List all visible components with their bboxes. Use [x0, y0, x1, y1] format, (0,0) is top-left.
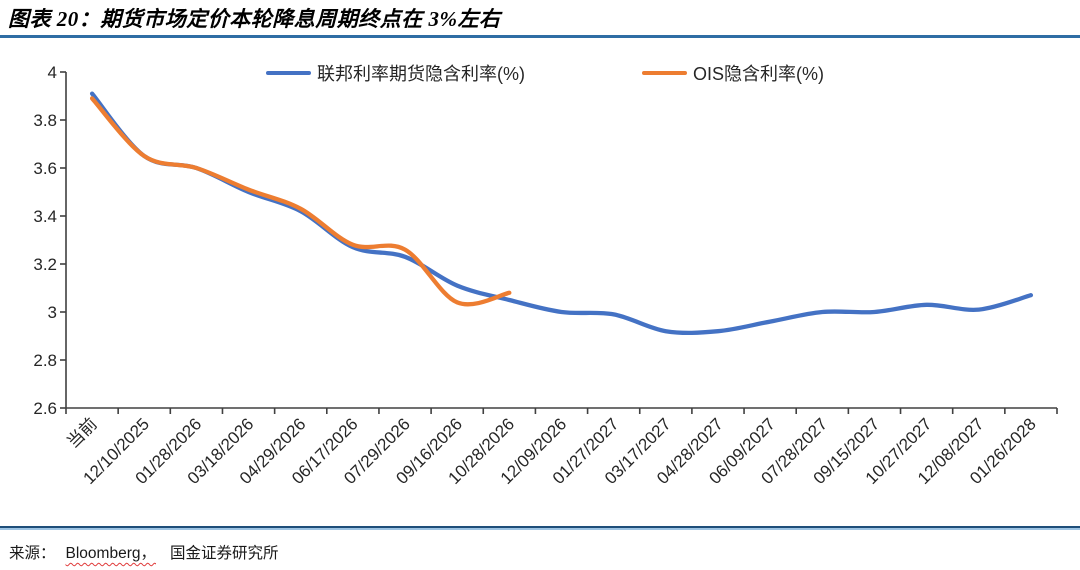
y-tick-label: 3.6: [33, 159, 57, 178]
y-tick-label: 3.2: [33, 255, 57, 274]
y-tick-label: 2.6: [33, 399, 57, 418]
source-note: 来源： Bloomberg， 国金证券研究所: [9, 541, 279, 563]
y-tick-label: 3: [48, 303, 57, 322]
y-tick-label: 2.8: [33, 351, 57, 370]
y-tick-label: 4: [48, 63, 57, 82]
figure-title: 图表 20：期货市场定价本轮降息周期终点在 3%左右: [8, 7, 501, 31]
figure-header: 图表 20：期货市场定价本轮降息周期终点在 3%左右: [8, 3, 1072, 33]
footer-divider: [0, 526, 1080, 528]
x-tick-label: 当前: [63, 414, 100, 451]
series-line-ois: [89, 96, 512, 307]
source-institution: 国金证券研究所: [169, 545, 279, 562]
series-line-fed-futures: [89, 91, 1034, 336]
source-vendor: Bloomberg，: [65, 545, 156, 562]
y-tick-label: 3.8: [33, 111, 57, 130]
footer-divider-light: [0, 528, 1080, 530]
title-divider: [0, 35, 1080, 38]
y-tick-label: 3.4: [33, 207, 57, 226]
source-label: 来源：: [9, 545, 56, 562]
